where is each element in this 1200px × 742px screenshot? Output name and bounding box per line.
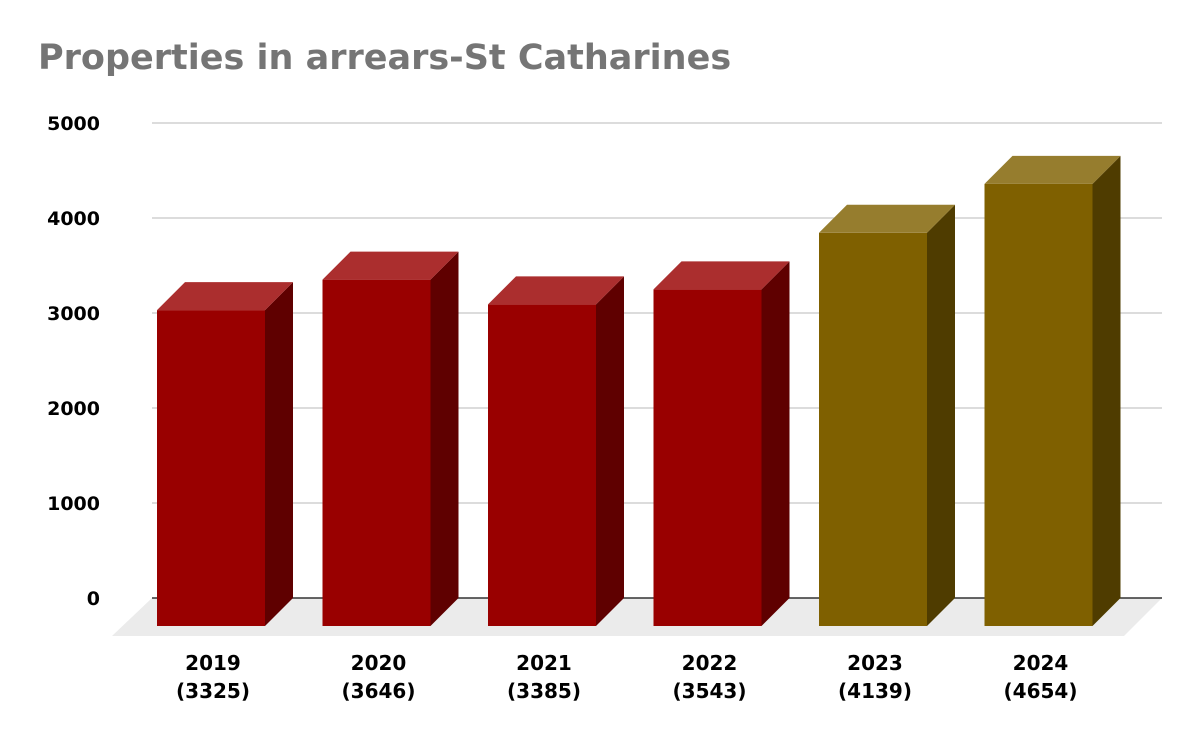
bar-side-face <box>596 276 624 626</box>
bar-top-face <box>157 282 293 311</box>
bar-side-face <box>927 204 955 627</box>
bar <box>157 282 293 626</box>
bar-side-face <box>761 261 790 626</box>
bar-top-face <box>488 276 624 305</box>
y-tick-label: 0 <box>87 588 100 610</box>
bar-front-face <box>488 304 596 626</box>
x-tick-label: 2023 (4139) <box>838 651 912 703</box>
bar-top-face <box>984 155 1121 184</box>
y-tick-label: 1000 <box>47 493 100 515</box>
bar-front-face <box>653 289 762 626</box>
bar <box>819 204 955 627</box>
bar <box>984 155 1121 626</box>
bar-top-face <box>819 204 955 233</box>
chart-title: Properties in arrears-St Catharines <box>38 38 732 78</box>
x-tick-label: 2022 (3543) <box>673 651 747 703</box>
y-axis-ticks: 0 1000 2000 3000 4000 5000 <box>47 113 100 610</box>
x-tick-label: 2021 (3385) <box>507 651 581 703</box>
bar-side-face <box>265 282 293 626</box>
bar <box>488 276 624 626</box>
bar-front-face <box>322 279 431 626</box>
bar-side-face <box>1092 155 1121 626</box>
bar-top-face <box>653 261 790 290</box>
x-tick-label: 2019 (3325) <box>176 651 250 703</box>
x-tick-label: 2024 (4654) <box>1004 651 1078 703</box>
bar <box>322 251 459 626</box>
bar-top-face <box>322 251 459 280</box>
bar-front-face <box>157 310 265 626</box>
x-axis-ticks: 2019 (3325) 2020 (3646) 2021 (3385) 2022 (3543)… <box>176 651 1077 703</box>
y-tick-label: 4000 <box>47 208 100 230</box>
bar <box>653 261 790 626</box>
y-tick-label: 5000 <box>47 113 100 135</box>
x-tick-label: 2020 (3646) <box>342 651 416 703</box>
bars <box>157 155 1121 627</box>
bar-front-face <box>819 232 927 627</box>
y-tick-label: 3000 <box>47 303 100 325</box>
bar-side-face <box>430 251 459 626</box>
y-tick-label: 2000 <box>47 398 100 420</box>
bar-front-face <box>984 183 1093 626</box>
